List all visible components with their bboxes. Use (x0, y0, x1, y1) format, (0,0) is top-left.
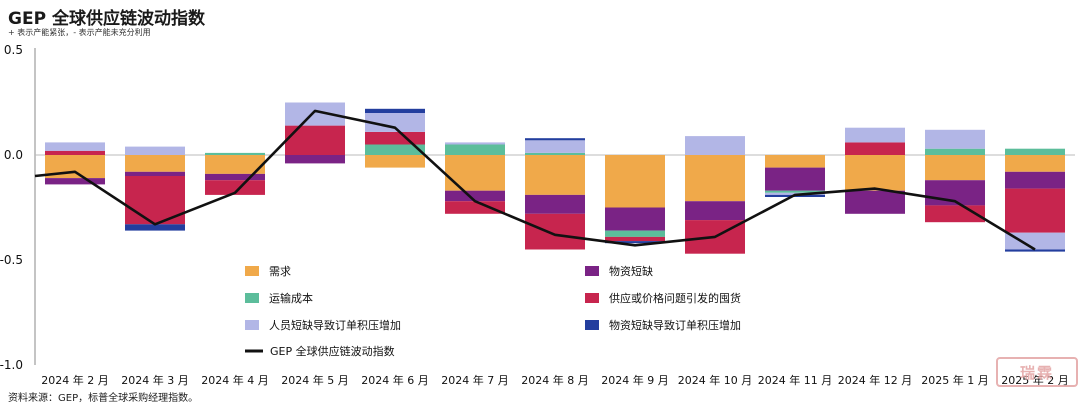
bar-segment (605, 230, 665, 237)
bar-segment (525, 194, 585, 214)
legend-label: GEP 全球供应链波动指数 (270, 344, 395, 358)
y-tick-label: -1.0 (0, 358, 23, 372)
bar-segment (125, 155, 185, 172)
bar-segment (125, 146, 185, 155)
legend-label: 物资短缺 (609, 264, 653, 278)
bar-segment (445, 144, 505, 155)
x-tick-label: 2024 年 4 月 (201, 373, 268, 387)
bar-segment (605, 207, 665, 231)
bar-segment (1005, 188, 1065, 233)
bar-segment (365, 144, 425, 155)
bar-segment (445, 201, 505, 214)
bar-segment (925, 148, 985, 155)
bar-segment (45, 142, 105, 151)
bar-segment (205, 155, 265, 174)
x-tick-label: 2025 年 2 月 (1001, 373, 1068, 387)
legend-swatch (245, 266, 259, 276)
source-note: 资料来源：GEP，标普全球采购经理指数。 (8, 393, 199, 404)
bar-segment (205, 152, 265, 155)
bar-segment (445, 190, 505, 202)
x-tick-label: 2024 年 3 月 (121, 373, 188, 387)
bar-segment (685, 201, 745, 221)
bar-segment (605, 236, 665, 242)
legend-swatch (585, 320, 599, 330)
bar-segment (685, 136, 745, 155)
bar-segment (205, 180, 265, 195)
bar-segment (525, 152, 585, 155)
bar-segment (925, 155, 985, 181)
legend-label: 需求 (269, 265, 291, 278)
bar-segment (285, 125, 345, 155)
bars-layer (45, 102, 1065, 254)
bar-segment (125, 224, 185, 231)
index-line-layer (34, 109, 1036, 251)
bar-segment (925, 129, 985, 149)
x-tick-label: 2024 年 6 月 (361, 373, 428, 387)
watermark-stamp: 瑞霖 (996, 357, 1078, 387)
bar-segment (45, 150, 105, 155)
bar-segment (125, 171, 185, 176)
x-tick-label: 2024 年 11 月 (758, 373, 832, 387)
y-tick-label: -0.5 (0, 253, 23, 267)
legend-swatch (245, 293, 259, 303)
bar-segment (525, 138, 585, 141)
x-tick-label: 2024 年 12 月 (838, 373, 912, 387)
bar-segment (205, 173, 265, 181)
x-tick-label: 2025 年 1 月 (921, 373, 988, 387)
legend-label: 人员短缺导致订单积压增加 (269, 318, 401, 332)
chart-subtitle: + 表示产能紧张，- 表示产能未充分利用 (8, 28, 151, 37)
legend-swatch (585, 293, 599, 303)
x-tick-label: 2024 年 7 月 (441, 373, 508, 387)
axes-layer: 0.5 0.0 -0.5 -1.0 2024 年 2 月 2024 年 3 月 2024 年… (0, 43, 1075, 387)
bar-segment (1005, 249, 1065, 252)
bar-segment (525, 155, 585, 195)
bar-segment (845, 155, 905, 191)
bar-segment (685, 155, 745, 202)
bar-segment (285, 102, 345, 126)
bar-segment (365, 155, 425, 168)
bar-segment (845, 190, 905, 214)
legend-swatch (245, 320, 259, 330)
index-line (34, 109, 1036, 251)
x-tick-label: 2024 年 10 月 (678, 373, 752, 387)
bar-segment (445, 155, 505, 191)
legend-label: 运输成本 (269, 291, 313, 305)
bar-segment (525, 213, 585, 250)
bar-segment (845, 127, 905, 143)
x-tick-label: 2024 年 5 月 (281, 373, 348, 387)
legend-label: 物资短缺导致订单积压增加 (609, 318, 741, 332)
bar-segment (1005, 232, 1065, 250)
legend-swatch (585, 266, 599, 276)
bar-segment (525, 140, 585, 153)
bar-segment (1005, 171, 1065, 189)
y-tick-label: 0.0 (4, 148, 23, 162)
chart-title: GEP 全球供应链波动指数 (8, 9, 205, 29)
bar-segment (45, 178, 105, 185)
bar-segment (1005, 148, 1065, 155)
y-tick-label: 0.5 (4, 43, 23, 57)
bar-segment (365, 113, 425, 132)
legend-label: 供应或价格问题引发的囤货 (609, 291, 741, 305)
bar-segment (365, 108, 425, 113)
bar-segment (765, 167, 825, 191)
x-tick-label: 2024 年 8 月 (521, 373, 588, 387)
x-tick-label: 2024 年 2 月 (41, 373, 108, 387)
bar-segment (605, 155, 665, 208)
bar-segment (765, 155, 825, 168)
bar-segment (605, 241, 665, 244)
bar-segment (1005, 155, 1065, 172)
bar-segment (285, 155, 345, 164)
bar-segment (845, 142, 905, 155)
x-tick-label: 2024 年 9 月 (601, 373, 668, 387)
bar-segment (365, 131, 425, 145)
bar-segment (445, 142, 505, 145)
bar-segment (765, 190, 825, 193)
